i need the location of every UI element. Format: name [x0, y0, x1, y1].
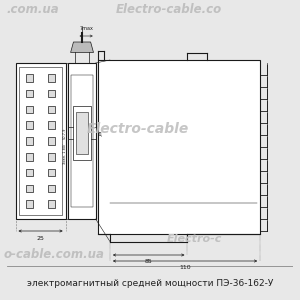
- Bar: [48, 122, 55, 129]
- Text: 50-7.9: 50-7.9: [63, 128, 67, 139]
- Bar: [16, 63, 66, 219]
- Bar: [26, 90, 33, 98]
- Text: 7max: 7max: [79, 26, 93, 32]
- Text: Зовн. 1.80/: Зовн. 1.80/: [63, 143, 67, 164]
- Text: 25: 25: [37, 236, 44, 241]
- Bar: [26, 74, 33, 82]
- Bar: [48, 169, 55, 176]
- Bar: [19, 67, 62, 215]
- Bar: [26, 200, 33, 208]
- Bar: [48, 106, 55, 113]
- Text: 85: 85: [145, 259, 153, 264]
- Text: o-cable.com.ua: o-cable.com.ua: [4, 248, 105, 260]
- Text: Electro-cable: Electro-cable: [87, 122, 189, 136]
- Polygon shape: [70, 42, 94, 52]
- Text: электромагнитный средней мощности ПЭ-36-162-У: электромагнитный средней мощности ПЭ-36-…: [27, 279, 273, 288]
- Bar: [48, 184, 55, 192]
- Bar: [48, 153, 55, 160]
- Bar: [26, 122, 33, 129]
- Bar: [98, 60, 260, 234]
- Bar: [26, 137, 33, 145]
- Bar: [48, 74, 55, 82]
- Bar: [26, 169, 33, 176]
- Bar: [68, 63, 96, 219]
- Bar: [71, 75, 93, 207]
- Text: .com.ua: .com.ua: [7, 3, 60, 16]
- Bar: [26, 184, 33, 192]
- Bar: [26, 106, 33, 113]
- Text: 110: 110: [179, 265, 191, 270]
- Text: Electro-c: Electro-c: [167, 234, 223, 244]
- Bar: [74, 106, 91, 160]
- Bar: [76, 112, 88, 154]
- Bar: [26, 153, 33, 160]
- Text: Д: Д: [98, 131, 102, 136]
- Bar: [48, 90, 55, 98]
- Bar: [48, 200, 55, 208]
- Text: Electro-cable.co: Electro-cable.co: [116, 3, 222, 16]
- Bar: [48, 137, 55, 145]
